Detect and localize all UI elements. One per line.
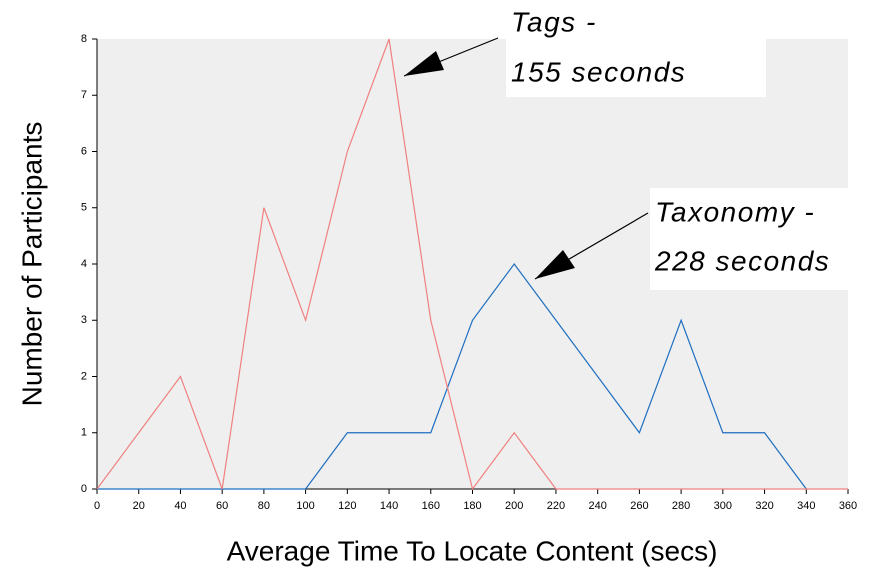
series-line xyxy=(96,38,848,491)
arrowhead xyxy=(535,250,575,279)
x-tick-label: 320 xyxy=(755,500,773,512)
x-tick-label: 220 xyxy=(547,500,565,512)
x-tick-label: 40 xyxy=(174,500,186,512)
x-tick-label: 140 xyxy=(380,500,398,512)
x-tick-label: 160 xyxy=(422,500,440,512)
annotation: Taxonomy - xyxy=(655,196,815,227)
x-tick-label: 80 xyxy=(258,500,270,512)
y-tick-label: 3 xyxy=(81,314,87,326)
x-tick-label: 20 xyxy=(133,500,145,512)
y-tick-label: 6 xyxy=(81,145,87,157)
x-tick-label: 0 xyxy=(94,500,100,512)
x-tick-label: 120 xyxy=(338,500,356,512)
y-tick-label: 8 xyxy=(81,33,87,45)
y-tick-label: 2 xyxy=(81,370,87,382)
annotation: 228 seconds xyxy=(654,245,830,276)
annotation: Tags - xyxy=(511,6,597,37)
x-tick-label: 340 xyxy=(797,500,815,512)
y-axis-label: Number of Participants xyxy=(16,122,47,407)
x-tick-label: 60 xyxy=(216,500,228,512)
annotation: 155 seconds xyxy=(511,56,686,87)
y-tick-label: 0 xyxy=(81,483,87,495)
y-tick-label: 7 xyxy=(81,89,87,101)
x-tick-label: 280 xyxy=(672,500,690,512)
annotation-box xyxy=(506,0,766,97)
y-tick-label: 4 xyxy=(81,258,87,270)
x-tick-label: 200 xyxy=(505,500,523,512)
y-tick-label: 5 xyxy=(81,202,87,214)
x-tick-label: 240 xyxy=(588,500,606,512)
y-tick-label: 1 xyxy=(81,427,87,439)
x-tick-label: 260 xyxy=(630,500,648,512)
arrowhead xyxy=(404,51,444,76)
x-tick-label: 100 xyxy=(296,500,314,512)
x-tick-label: 180 xyxy=(463,500,481,512)
annotation-box xyxy=(650,188,877,290)
x-tick-label: 300 xyxy=(714,500,732,512)
x-axis-label: Average Time To Locate Content (secs) xyxy=(227,535,718,566)
series-line xyxy=(97,262,807,490)
x-tick-label: 360 xyxy=(839,500,857,512)
